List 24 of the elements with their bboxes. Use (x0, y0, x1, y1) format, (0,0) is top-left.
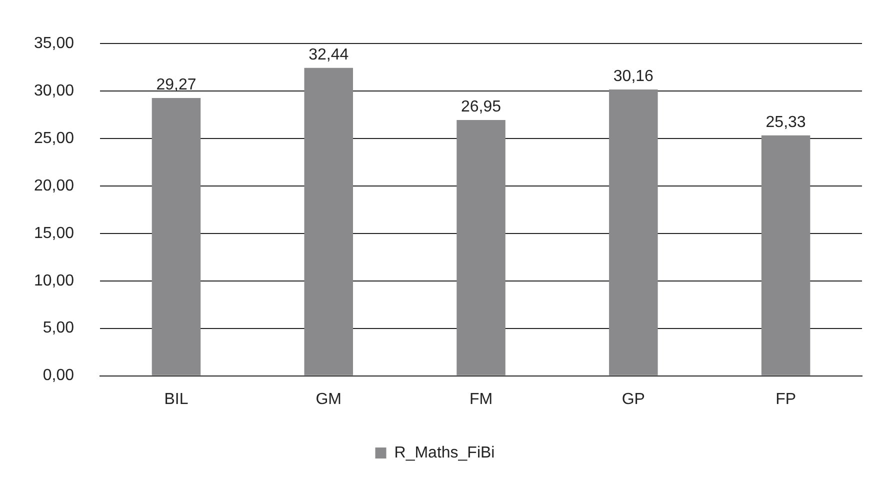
x-tick-label: FM (469, 390, 493, 408)
x-tick-label: GM (316, 390, 342, 408)
y-tick-label: 30,00 (34, 82, 74, 100)
bar (761, 135, 810, 376)
y-tick-label: 20,00 (34, 177, 74, 194)
y-tick-label: 25,00 (34, 130, 74, 147)
bar (609, 90, 658, 376)
bar (456, 120, 506, 376)
y-tick-label: 5,00 (42, 320, 74, 337)
legend-label: R_Maths_FiBi (394, 444, 495, 462)
bar (304, 68, 354, 376)
bar (152, 98, 201, 376)
x-tick-label: FP (776, 390, 796, 408)
text: 30,16 (613, 68, 654, 85)
y-tick-label: 10,00 (34, 272, 74, 290)
text: 25,33 (766, 114, 806, 131)
text: 32,44 (308, 46, 349, 64)
y-tick-label: 35,00 (34, 35, 74, 52)
text: 29,27 (156, 76, 196, 94)
x-tick-label: GP (622, 390, 645, 408)
y-tick-label: 0,00 (42, 367, 74, 384)
text: 26,95 (460, 98, 502, 116)
y-tick-label: 15,00 (34, 224, 74, 242)
x-tick-label: BIL (164, 390, 188, 408)
